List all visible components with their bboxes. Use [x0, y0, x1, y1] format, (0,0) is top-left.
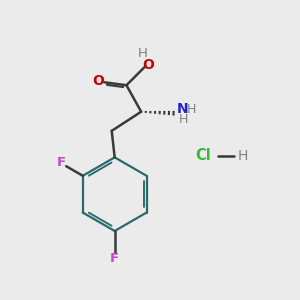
- Text: H: H: [238, 149, 248, 163]
- Text: Cl: Cl: [195, 148, 211, 164]
- Text: O: O: [92, 74, 104, 88]
- Text: F: F: [56, 156, 65, 169]
- Text: H: H: [137, 47, 147, 60]
- Text: H: H: [178, 113, 188, 126]
- Text: F: F: [110, 252, 119, 265]
- Text: O: O: [142, 58, 154, 72]
- Text: N: N: [177, 102, 189, 116]
- Text: H: H: [187, 103, 196, 116]
